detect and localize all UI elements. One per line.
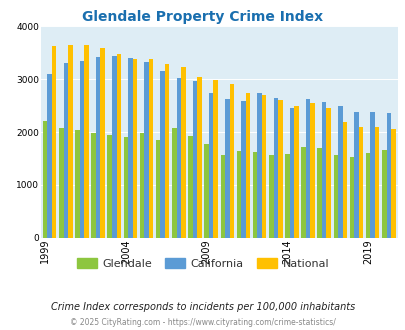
Bar: [374, 127, 379, 238]
Bar: [144, 62, 149, 238]
Bar: [123, 137, 128, 238]
Bar: [365, 152, 369, 238]
Bar: [229, 84, 234, 238]
Bar: [326, 108, 330, 238]
Bar: [149, 59, 153, 238]
Bar: [176, 78, 181, 238]
Bar: [337, 106, 342, 238]
Bar: [84, 46, 89, 238]
Bar: [192, 81, 197, 238]
Bar: [160, 71, 164, 238]
Bar: [100, 48, 104, 238]
Bar: [252, 152, 257, 238]
Bar: [273, 98, 277, 238]
Bar: [52, 47, 56, 238]
Bar: [107, 135, 112, 238]
Bar: [197, 77, 201, 238]
Bar: [269, 155, 273, 238]
Bar: [294, 106, 298, 238]
Bar: [156, 141, 160, 238]
Bar: [220, 155, 224, 238]
Bar: [305, 99, 309, 238]
Bar: [68, 45, 72, 238]
Bar: [204, 144, 209, 238]
Bar: [349, 157, 354, 238]
Bar: [257, 93, 261, 238]
Bar: [354, 112, 358, 238]
Bar: [381, 150, 386, 238]
Bar: [241, 101, 245, 238]
Text: Glendale Property Crime Index: Glendale Property Crime Index: [82, 10, 323, 24]
Bar: [224, 99, 229, 238]
Bar: [261, 95, 266, 238]
Bar: [188, 136, 192, 238]
Bar: [172, 128, 176, 238]
Bar: [79, 61, 84, 238]
Bar: [317, 148, 321, 238]
Bar: [236, 151, 241, 238]
Bar: [342, 122, 346, 238]
Bar: [209, 93, 213, 238]
Bar: [59, 128, 63, 238]
Bar: [139, 133, 144, 238]
Bar: [321, 102, 326, 238]
Bar: [369, 113, 374, 238]
Bar: [75, 130, 79, 238]
Bar: [358, 127, 362, 238]
Bar: [112, 56, 116, 238]
Text: Crime Index corresponds to incidents per 100,000 inhabitants: Crime Index corresponds to incidents per…: [51, 302, 354, 312]
Bar: [245, 93, 249, 238]
Legend: Glendale, California, National: Glendale, California, National: [72, 254, 333, 273]
Bar: [386, 113, 390, 238]
Bar: [132, 59, 137, 238]
Bar: [289, 108, 294, 238]
Bar: [96, 57, 100, 238]
Bar: [91, 133, 96, 238]
Bar: [309, 103, 314, 238]
Bar: [164, 64, 169, 238]
Bar: [284, 154, 289, 238]
Bar: [116, 54, 121, 238]
Bar: [181, 67, 185, 238]
Bar: [333, 155, 337, 238]
Bar: [128, 57, 132, 238]
Bar: [390, 129, 394, 238]
Bar: [277, 100, 282, 238]
Bar: [63, 63, 68, 238]
Bar: [301, 147, 305, 238]
Bar: [43, 121, 47, 238]
Bar: [213, 80, 217, 238]
Bar: [47, 74, 52, 238]
Text: © 2025 CityRating.com - https://www.cityrating.com/crime-statistics/: © 2025 CityRating.com - https://www.city…: [70, 318, 335, 327]
